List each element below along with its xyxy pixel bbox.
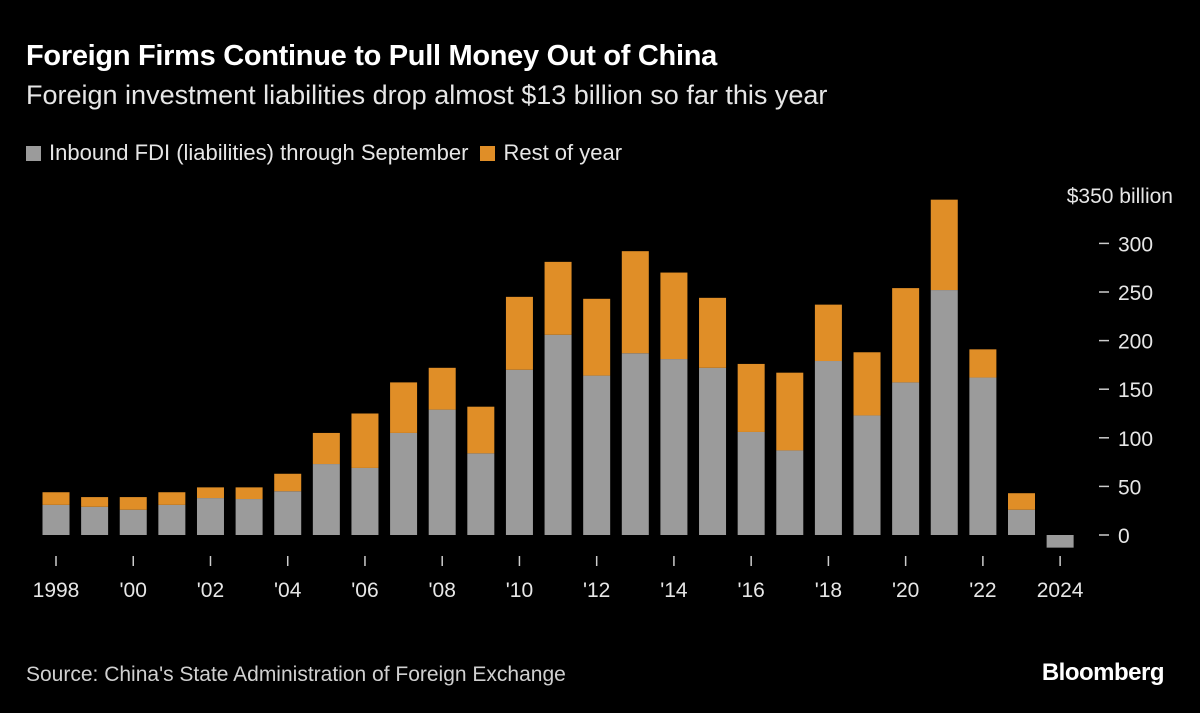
x-tick-label: '00 — [120, 579, 147, 602]
bar-through-september-2012 — [583, 375, 611, 535]
bar-through-september-2011 — [544, 334, 572, 535]
bar-rest-of-year-2006 — [351, 413, 379, 468]
bar-rest-of-year-2016 — [737, 363, 765, 432]
bar-through-september-2016 — [737, 431, 765, 535]
bar-through-september-2009 — [467, 453, 495, 535]
bar-rest-of-year-2018 — [814, 304, 842, 362]
bar-through-september-2007 — [390, 432, 418, 535]
bar-through-september-2008 — [428, 409, 456, 535]
bar-rest-of-year-2022 — [969, 349, 997, 378]
bar-rest-of-year-2020 — [892, 288, 920, 383]
legend-swatch-gray — [26, 145, 41, 161]
bar-through-september-2003 — [235, 499, 263, 535]
x-tick-label: '06 — [351, 579, 378, 602]
y-tick-label: 100 — [1118, 428, 1153, 451]
bar-rest-of-year-2003 — [235, 487, 263, 500]
bar-rest-of-year-2014 — [660, 272, 688, 360]
x-tick-label: 2024 — [1037, 579, 1084, 602]
y-tick-label: 150 — [1118, 379, 1153, 402]
x-tick-label: '02 — [197, 579, 224, 602]
bar-through-september-2006 — [351, 467, 379, 535]
bar-rest-of-year-2000 — [119, 497, 147, 510]
bar-through-september-2000 — [119, 509, 147, 535]
bar-rest-of-year-2002 — [196, 487, 224, 499]
bar-through-september-2024 — [1046, 535, 1074, 548]
legend-label: Inbound FDI (liabilities) through Septem… — [49, 140, 469, 165]
y-tick-label: 300 — [1118, 233, 1153, 256]
bar-through-september-2020 — [892, 382, 920, 535]
bar-through-september-2015 — [699, 367, 727, 535]
bar-through-september-1998 — [42, 504, 70, 535]
bar-through-september-2002 — [196, 498, 224, 535]
bar-rest-of-year-2010 — [505, 296, 533, 370]
x-tick-label: '10 — [506, 579, 533, 602]
chart-subtitle: Foreign investment liabilities drop almo… — [26, 80, 828, 110]
bar-rest-of-year-2021 — [930, 199, 958, 291]
bar-through-september-2010 — [505, 369, 533, 535]
x-tick-label: '18 — [815, 579, 842, 602]
y-axis-unit-label: $350 billion — [1067, 185, 1173, 208]
bar-through-september-2005 — [312, 464, 340, 535]
bar-through-september-2021 — [930, 290, 958, 535]
bar-rest-of-year-1999 — [81, 497, 109, 507]
bar-through-september-2014 — [660, 359, 688, 535]
bar-through-september-1999 — [81, 506, 109, 535]
bar-through-september-2017 — [776, 450, 804, 535]
bar-rest-of-year-2013 — [621, 251, 649, 354]
y-tick-label: 0 — [1118, 525, 1130, 548]
chart-title: Foreign Firms Continue to Pull Money Out… — [26, 40, 717, 72]
bar-rest-of-year-2005 — [312, 432, 340, 465]
bar-rest-of-year-2004 — [274, 473, 302, 492]
bar-rest-of-year-2008 — [428, 367, 456, 410]
bar-rest-of-year-2011 — [544, 261, 572, 335]
bar-through-september-2022 — [969, 377, 997, 535]
bar-through-september-2023 — [1008, 509, 1035, 535]
x-tick-label: '22 — [969, 579, 996, 602]
bar-rest-of-year-1998 — [42, 492, 70, 505]
bar-through-september-2018 — [814, 361, 842, 535]
x-tick-label: '08 — [429, 579, 456, 602]
y-tick-label: 50 — [1118, 476, 1141, 499]
bar-rest-of-year-2023 — [1008, 493, 1035, 510]
bar-through-september-2013 — [621, 353, 649, 535]
x-tick-label: 1998 — [33, 579, 80, 602]
bar-rest-of-year-2015 — [699, 297, 727, 368]
bar-rest-of-year-2017 — [776, 372, 804, 451]
bar-rest-of-year-2012 — [583, 298, 611, 376]
x-tick-label: '14 — [660, 579, 688, 602]
bar-through-september-2004 — [274, 491, 302, 535]
x-tick-label: '12 — [583, 579, 610, 602]
bar-through-september-2019 — [853, 415, 881, 535]
bar-through-september-2001 — [158, 504, 186, 535]
legend-item-through-september: Inbound FDI (liabilities) through Septem… — [26, 140, 468, 166]
bloomberg-logo: Bloomberg — [1041, 659, 1165, 686]
bar-rest-of-year-2009 — [467, 406, 495, 454]
legend-swatch-orange — [480, 145, 496, 161]
x-tick-label: '20 — [892, 579, 919, 602]
source-note: Source: China's State Administration of … — [26, 663, 566, 686]
y-tick-label: 250 — [1118, 282, 1153, 305]
bar-rest-of-year-2001 — [158, 492, 186, 505]
y-tick-label: 200 — [1118, 331, 1153, 354]
x-tick-label: '04 — [274, 579, 302, 602]
bar-rest-of-year-2019 — [853, 352, 881, 416]
legend: Inbound FDI (liabilities) through Septem… — [26, 140, 634, 166]
legend-item-rest-of-year: Rest of year — [480, 140, 622, 166]
x-tick-label: '16 — [737, 579, 764, 602]
bar-rest-of-year-2007 — [390, 382, 418, 433]
legend-label: Rest of year — [503, 140, 623, 165]
